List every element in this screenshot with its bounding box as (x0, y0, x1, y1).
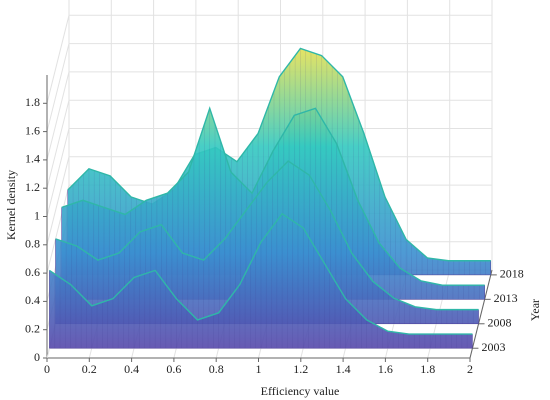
z-axis-label: Kernel density (4, 170, 18, 240)
grid-line (46, 128, 70, 217)
x-tick-label: 1.4 (336, 362, 351, 376)
grid-line (46, 15, 70, 104)
x-tick-label: 0.6 (166, 362, 181, 376)
grid-line (46, 71, 70, 161)
z-tick-label: 1.8 (25, 95, 40, 109)
z-tick-label: 0.4 (25, 293, 40, 307)
density-curve (67, 47, 491, 262)
y-axis-label: Year (528, 299, 542, 321)
z-tick-label: 1.6 (25, 123, 40, 137)
axis-line (469, 269, 493, 359)
grid-line (46, 100, 70, 189)
labels: 0 0.2 0.4 0.6 0.8 1 1.2 1.4 1.6 1.8 2 0 0.2 0.4 0.6 0.8… (25, 95, 524, 376)
y-tick-label: 2013 (494, 291, 518, 305)
x-tick-label: 1.6 (378, 362, 393, 376)
z-tick-label: 1.4 (25, 152, 40, 166)
density-curve (55, 160, 479, 311)
x-tick-label: 0 (44, 362, 50, 376)
grid-line (46, 156, 70, 245)
z-tick-label: 0.8 (25, 237, 40, 251)
z-tick-label: 0.6 (25, 265, 40, 279)
z-tick-label: 0.2 (25, 321, 40, 335)
y-tick-label: 2008 (488, 316, 512, 330)
x-tick-label: 1 (256, 362, 262, 376)
y-tick-label: 2018 (500, 267, 524, 281)
x-tick-label: 1.8 (420, 362, 435, 376)
x-tick-label: 0.8 (209, 362, 224, 376)
grid-line (46, 43, 70, 132)
density-curve (49, 212, 473, 335)
x-tick-label: 1.2 (293, 362, 308, 376)
z-tick-label: 1 (34, 208, 40, 222)
z-tick-label: 1.2 (25, 180, 40, 194)
z-tick-label: 0 (34, 350, 40, 364)
surface (49, 47, 492, 349)
y-tick-label: 2003 (481, 340, 505, 354)
x-axis-label: Efficiency value (261, 384, 340, 398)
grid-line (46, 184, 70, 274)
x-tick-label: 0.4 (124, 362, 139, 376)
x-tick-label: 2 (467, 362, 473, 376)
x-tick-label: 0.2 (82, 362, 97, 376)
density-curve (61, 106, 485, 286)
